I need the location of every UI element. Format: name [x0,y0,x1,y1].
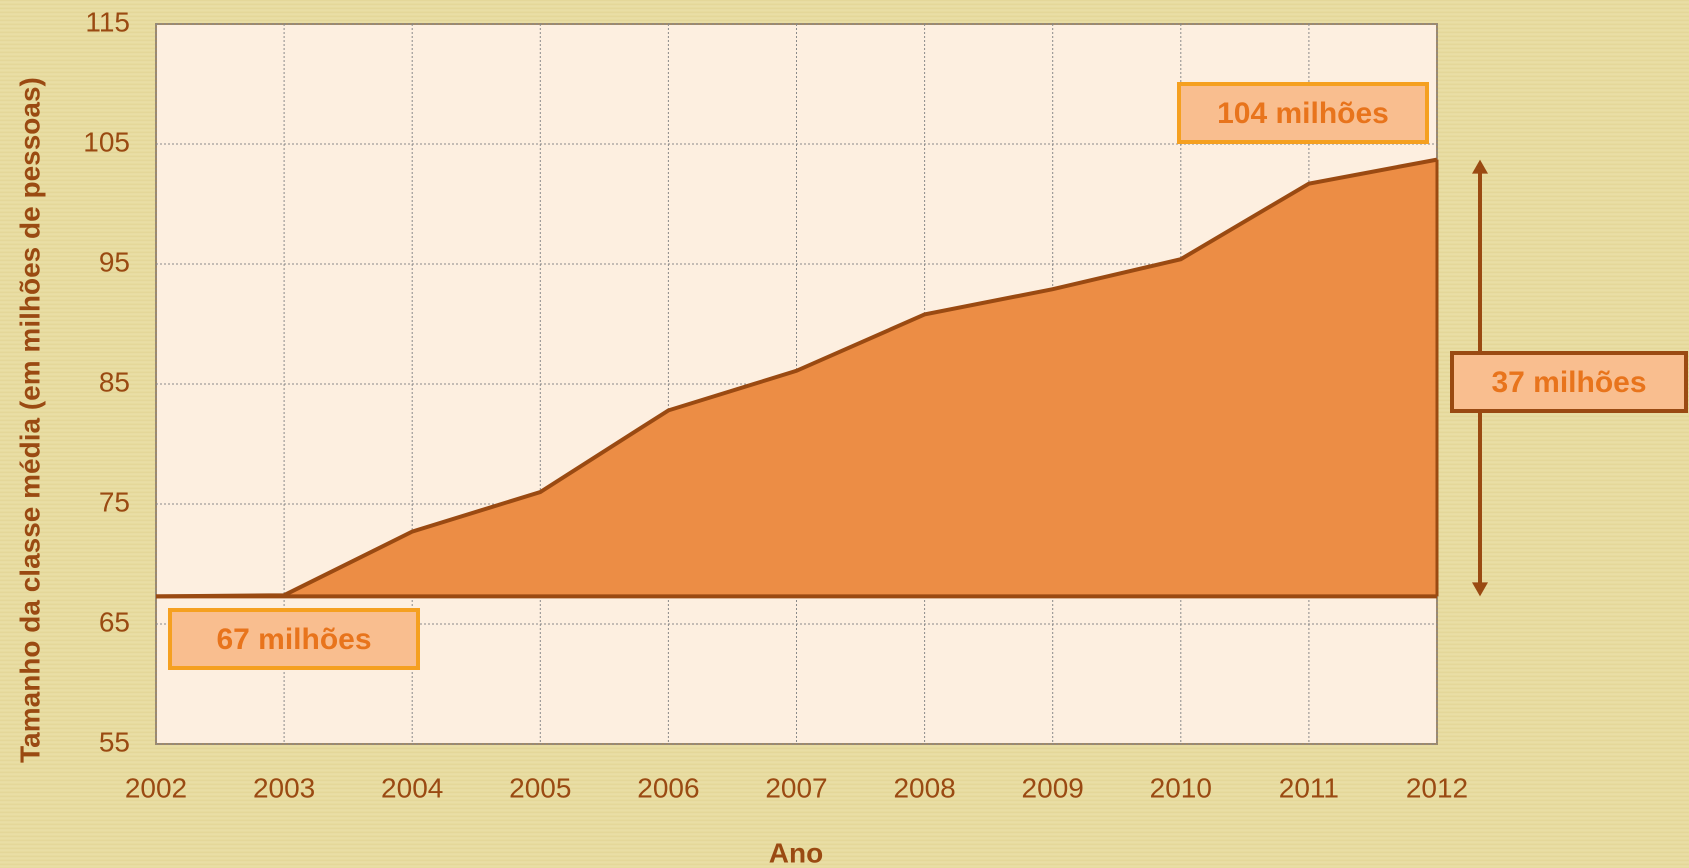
y-tick-label: 85 [99,366,130,397]
y-tick-label: 65 [99,606,130,637]
x-tick-label: 2006 [637,772,699,803]
x-tick-label: 2011 [1279,772,1339,803]
annotation-box [1450,351,1688,413]
annotation: 104 milhões [1217,97,1389,130]
annotation: 67 milhões [216,623,371,656]
x-tick-label: 2010 [1150,772,1212,803]
y-tick-label: 55 [99,726,130,757]
arrow-head [1472,582,1488,597]
x-tick-label: 2007 [765,772,827,803]
annotation: 37 milhões [1491,366,1646,399]
x-tick-label: 2004 [381,772,443,803]
area-line [155,157,1438,599]
labels: 55 65 75 85 95 105 115 2002 2003 2004 2005 2006 2007… [83,6,1688,803]
y-tick-label: 75 [99,486,130,517]
x-axis-label: Ano [769,837,823,868]
x-tick-label: 2009 [1022,772,1084,803]
x-tick-label: 2002 [125,772,187,803]
y-tick-label: 95 [99,246,130,277]
arrow-head [1472,159,1488,174]
annotation-box [1177,82,1429,144]
x-tick-label: 2012 [1406,772,1468,803]
x-tick-label: 2005 [509,772,571,803]
x-tick-label: 2003 [253,772,315,803]
annotation-box [168,608,420,670]
x-tick-label: 2008 [893,772,955,803]
y-tick-label: 105 [83,126,130,157]
area-fill [156,159,1437,597]
y-tick-label: 115 [85,6,130,37]
y-axis-label: Tamanho da classe média (em milhões de p… [14,77,45,763]
